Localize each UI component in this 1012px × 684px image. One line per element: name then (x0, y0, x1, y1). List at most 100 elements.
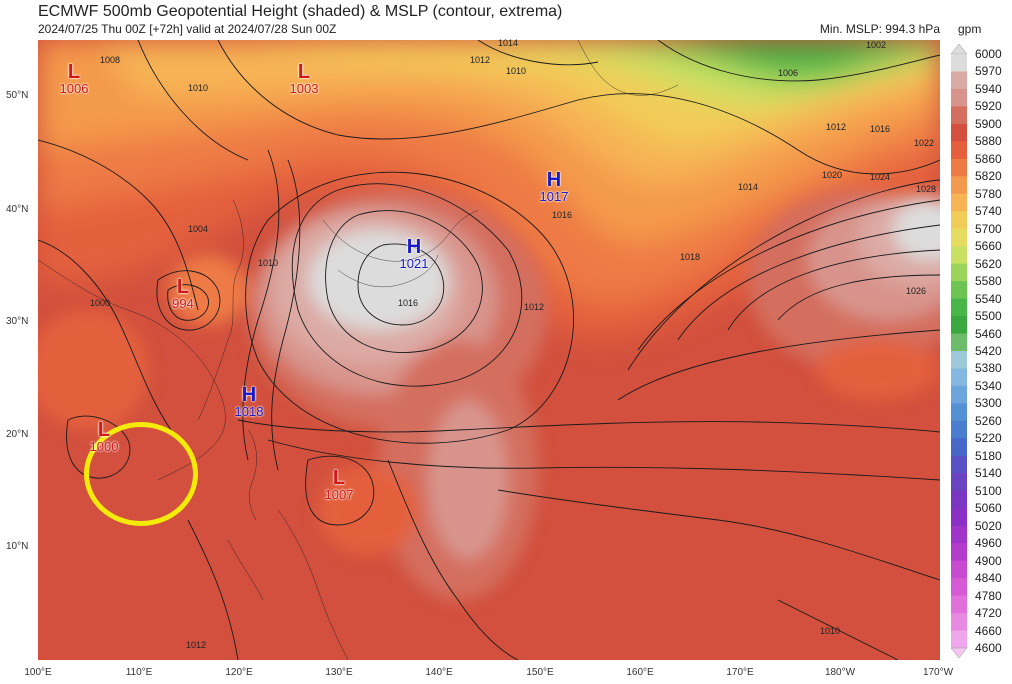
map-title: ECMWF 500mb Geopotential Height (shaded)… (38, 3, 563, 20)
colorbar-swatch (951, 630, 967, 649)
colorbar-label: 5940 (975, 81, 1002, 96)
colorbar-swatch (951, 106, 967, 125)
colorbar-swatch (951, 141, 967, 160)
low-pressure-marker: L 1003 (289, 61, 319, 96)
colorbar-label: 5060 (975, 501, 1002, 516)
colorbar (950, 44, 968, 658)
colorbar-label: 5970 (975, 64, 1002, 79)
colorbar-swatch (951, 403, 967, 422)
min-mslp-readout: Min. MSLP: 994.3 hPa (819, 22, 940, 36)
lon-label: 180°W (824, 667, 856, 678)
colorbar-swatch (951, 228, 967, 247)
colorbar-swatch (951, 385, 967, 404)
lat-label: 10°N (6, 541, 29, 552)
colorbar-label: 5620 (975, 256, 1002, 271)
contour-label: 1012 (186, 640, 207, 650)
colorbar-label: 5020 (975, 518, 1002, 533)
colorbar-swatch (951, 176, 967, 195)
colorbar-label: 5900 (975, 116, 1002, 131)
colorbar-swatch (951, 211, 967, 230)
contour-label: 1004 (188, 224, 209, 234)
colorbar-swatch (951, 490, 967, 509)
high-pressure-marker: H 1021 (399, 236, 429, 271)
colorbar-swatch (951, 54, 967, 72)
contour-label: 1016 (398, 298, 419, 308)
colorbar-label: 5780 (975, 186, 1002, 201)
contour-label: 1016 (870, 124, 891, 134)
contour-label: 1026 (906, 286, 927, 296)
colorbar-label: 5420 (975, 344, 1002, 358)
colorbar-swatch (951, 263, 967, 282)
colorbar-swatch (951, 455, 967, 474)
contour-label: 1012 (826, 122, 847, 132)
height-field (38, 40, 940, 660)
colorbar-swatch (951, 560, 967, 579)
colorbar-swatch (951, 71, 967, 90)
contour-label: 1010 (506, 66, 527, 76)
shaded-bands (38, 40, 940, 341)
colorbar-swatch (951, 193, 967, 212)
lat-label: 40°N (6, 204, 29, 215)
contour-label: 1014 (738, 182, 759, 192)
colorbar-label: 5660 (975, 239, 1002, 254)
colorbar-label: 5920 (975, 99, 1002, 114)
high-pressure-marker: H 1017 (539, 169, 569, 204)
colorbar-swatch (951, 316, 967, 335)
colorbar-swatch (951, 525, 967, 544)
lon-label: 120°E (225, 667, 253, 678)
lon-label: 110°E (125, 667, 153, 678)
contour-label: 1020 (822, 170, 843, 180)
contour-label: 1010 (258, 258, 279, 268)
colorbar-swatch (951, 123, 967, 142)
colorbar-swatch (951, 508, 967, 527)
colorbar-label: 5220 (975, 431, 1002, 446)
contour-label: 1016 (552, 210, 573, 220)
lon-label: 170°E (726, 667, 754, 678)
lon-label: 170°W (922, 667, 954, 678)
colorbar-swatch (951, 351, 967, 369)
contour-label: 1028 (916, 184, 937, 194)
high-pressure-marker: H 1018 (234, 384, 264, 419)
colorbar-swatch (951, 543, 967, 562)
colorbar-label: 5880 (975, 134, 1002, 149)
low-pressure-marker: L 1007 (324, 467, 354, 502)
contour-label: 1010 (188, 83, 209, 93)
contour-label: 1006 (778, 68, 799, 78)
colorbar-swatch (951, 473, 967, 492)
colorbar-label: 6000 (975, 47, 1002, 61)
contour-label: 1018 (680, 252, 701, 262)
contour-label: 1022 (914, 138, 935, 148)
contour-label: 1002 (866, 40, 887, 50)
lon-label: 130°E (325, 667, 353, 678)
contour-label: 1012 (524, 302, 545, 312)
lon-label: 140°E (425, 667, 453, 678)
lat-label: 50°N (6, 90, 29, 101)
colorbar-swatch (951, 281, 967, 300)
colorbar-label: 4660 (975, 623, 1002, 638)
contour-label: 1014 (498, 38, 519, 48)
colorbar-label: 5260 (975, 413, 1002, 428)
colorbar-unit: gpm (958, 22, 982, 36)
colorbar-label: 4780 (975, 588, 1002, 603)
colorbar-label: 5540 (975, 291, 1002, 306)
colorbar-swatch (951, 88, 967, 107)
coastlines (38, 40, 679, 660)
highlight-circle (84, 422, 198, 526)
colorbar-label: 5500 (975, 309, 1002, 324)
low-pressure-marker: L 1000 (89, 419, 119, 454)
colorbar-label: 5140 (975, 466, 1002, 481)
contour-label: 1024 (870, 172, 891, 182)
low-pressure-marker: L 994 (172, 276, 194, 311)
lon-label: 160°E (626, 667, 654, 678)
colorbar-swatch (951, 578, 967, 597)
colorbar-label: 5820 (975, 169, 1002, 184)
colorbar-label: 5300 (975, 396, 1002, 411)
colorbar-label: 4960 (975, 536, 1002, 551)
colorbar-label: 4600 (975, 641, 1002, 655)
mslp-contours (38, 40, 940, 660)
colorbar-swatch (951, 333, 967, 352)
colorbar-swatch (951, 246, 967, 265)
colorbar-swatch (951, 420, 967, 439)
colorbar-tip-bottom (950, 647, 968, 658)
contour-label: 1010 (820, 626, 841, 636)
